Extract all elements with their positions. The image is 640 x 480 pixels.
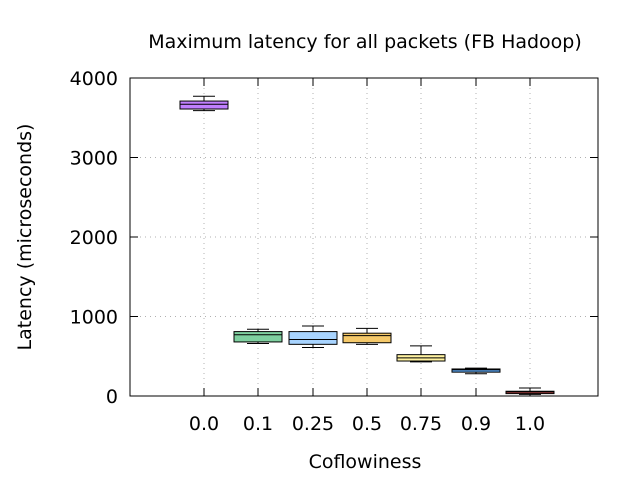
iqr-box [179, 100, 229, 110]
x-tick-label: 0.9 [461, 413, 491, 435]
box-1.0 [505, 387, 555, 395]
y-axis-label: Latency (microseconds) [14, 124, 36, 351]
box-0.1 [233, 328, 283, 345]
y-tick-label: 3000 [70, 148, 118, 170]
chart-title: Maximum latency for all packets (FB Hado… [148, 31, 582, 53]
x-tick-label: 0.0 [189, 413, 219, 435]
box-0.75 [396, 345, 446, 363]
iqr-box [288, 331, 338, 345]
tick-layer: 0 1000 2000 3000 4000 0.0 0.1 0.25 0.5 0.75 0.9 1.0 [70, 68, 598, 435]
y-tick-label: 0 [106, 386, 118, 408]
grid-layer [130, 78, 598, 396]
x-tick-label: 0.75 [400, 413, 442, 435]
iqr-box [342, 332, 392, 344]
box-0.0 [179, 95, 229, 112]
box-0.25 [288, 325, 338, 349]
box-layer [179, 95, 555, 395]
y-tick-label: 1000 [70, 307, 118, 329]
x-axis-label: Coflowiness [309, 451, 422, 473]
iqr-box [451, 368, 501, 373]
x-tick-label: 0.25 [292, 413, 334, 435]
box-0.9 [451, 367, 501, 375]
x-tick-label: 0.1 [243, 413, 273, 435]
y-tick-label: 2000 [70, 227, 118, 249]
y-tick-label: 4000 [70, 68, 118, 90]
x-tick-label: 0.5 [352, 413, 382, 435]
iqr-box [233, 331, 283, 343]
plot-frame [129, 77, 599, 397]
box-0.5 [342, 327, 392, 345]
x-tick-label: 1.0 [515, 413, 545, 435]
